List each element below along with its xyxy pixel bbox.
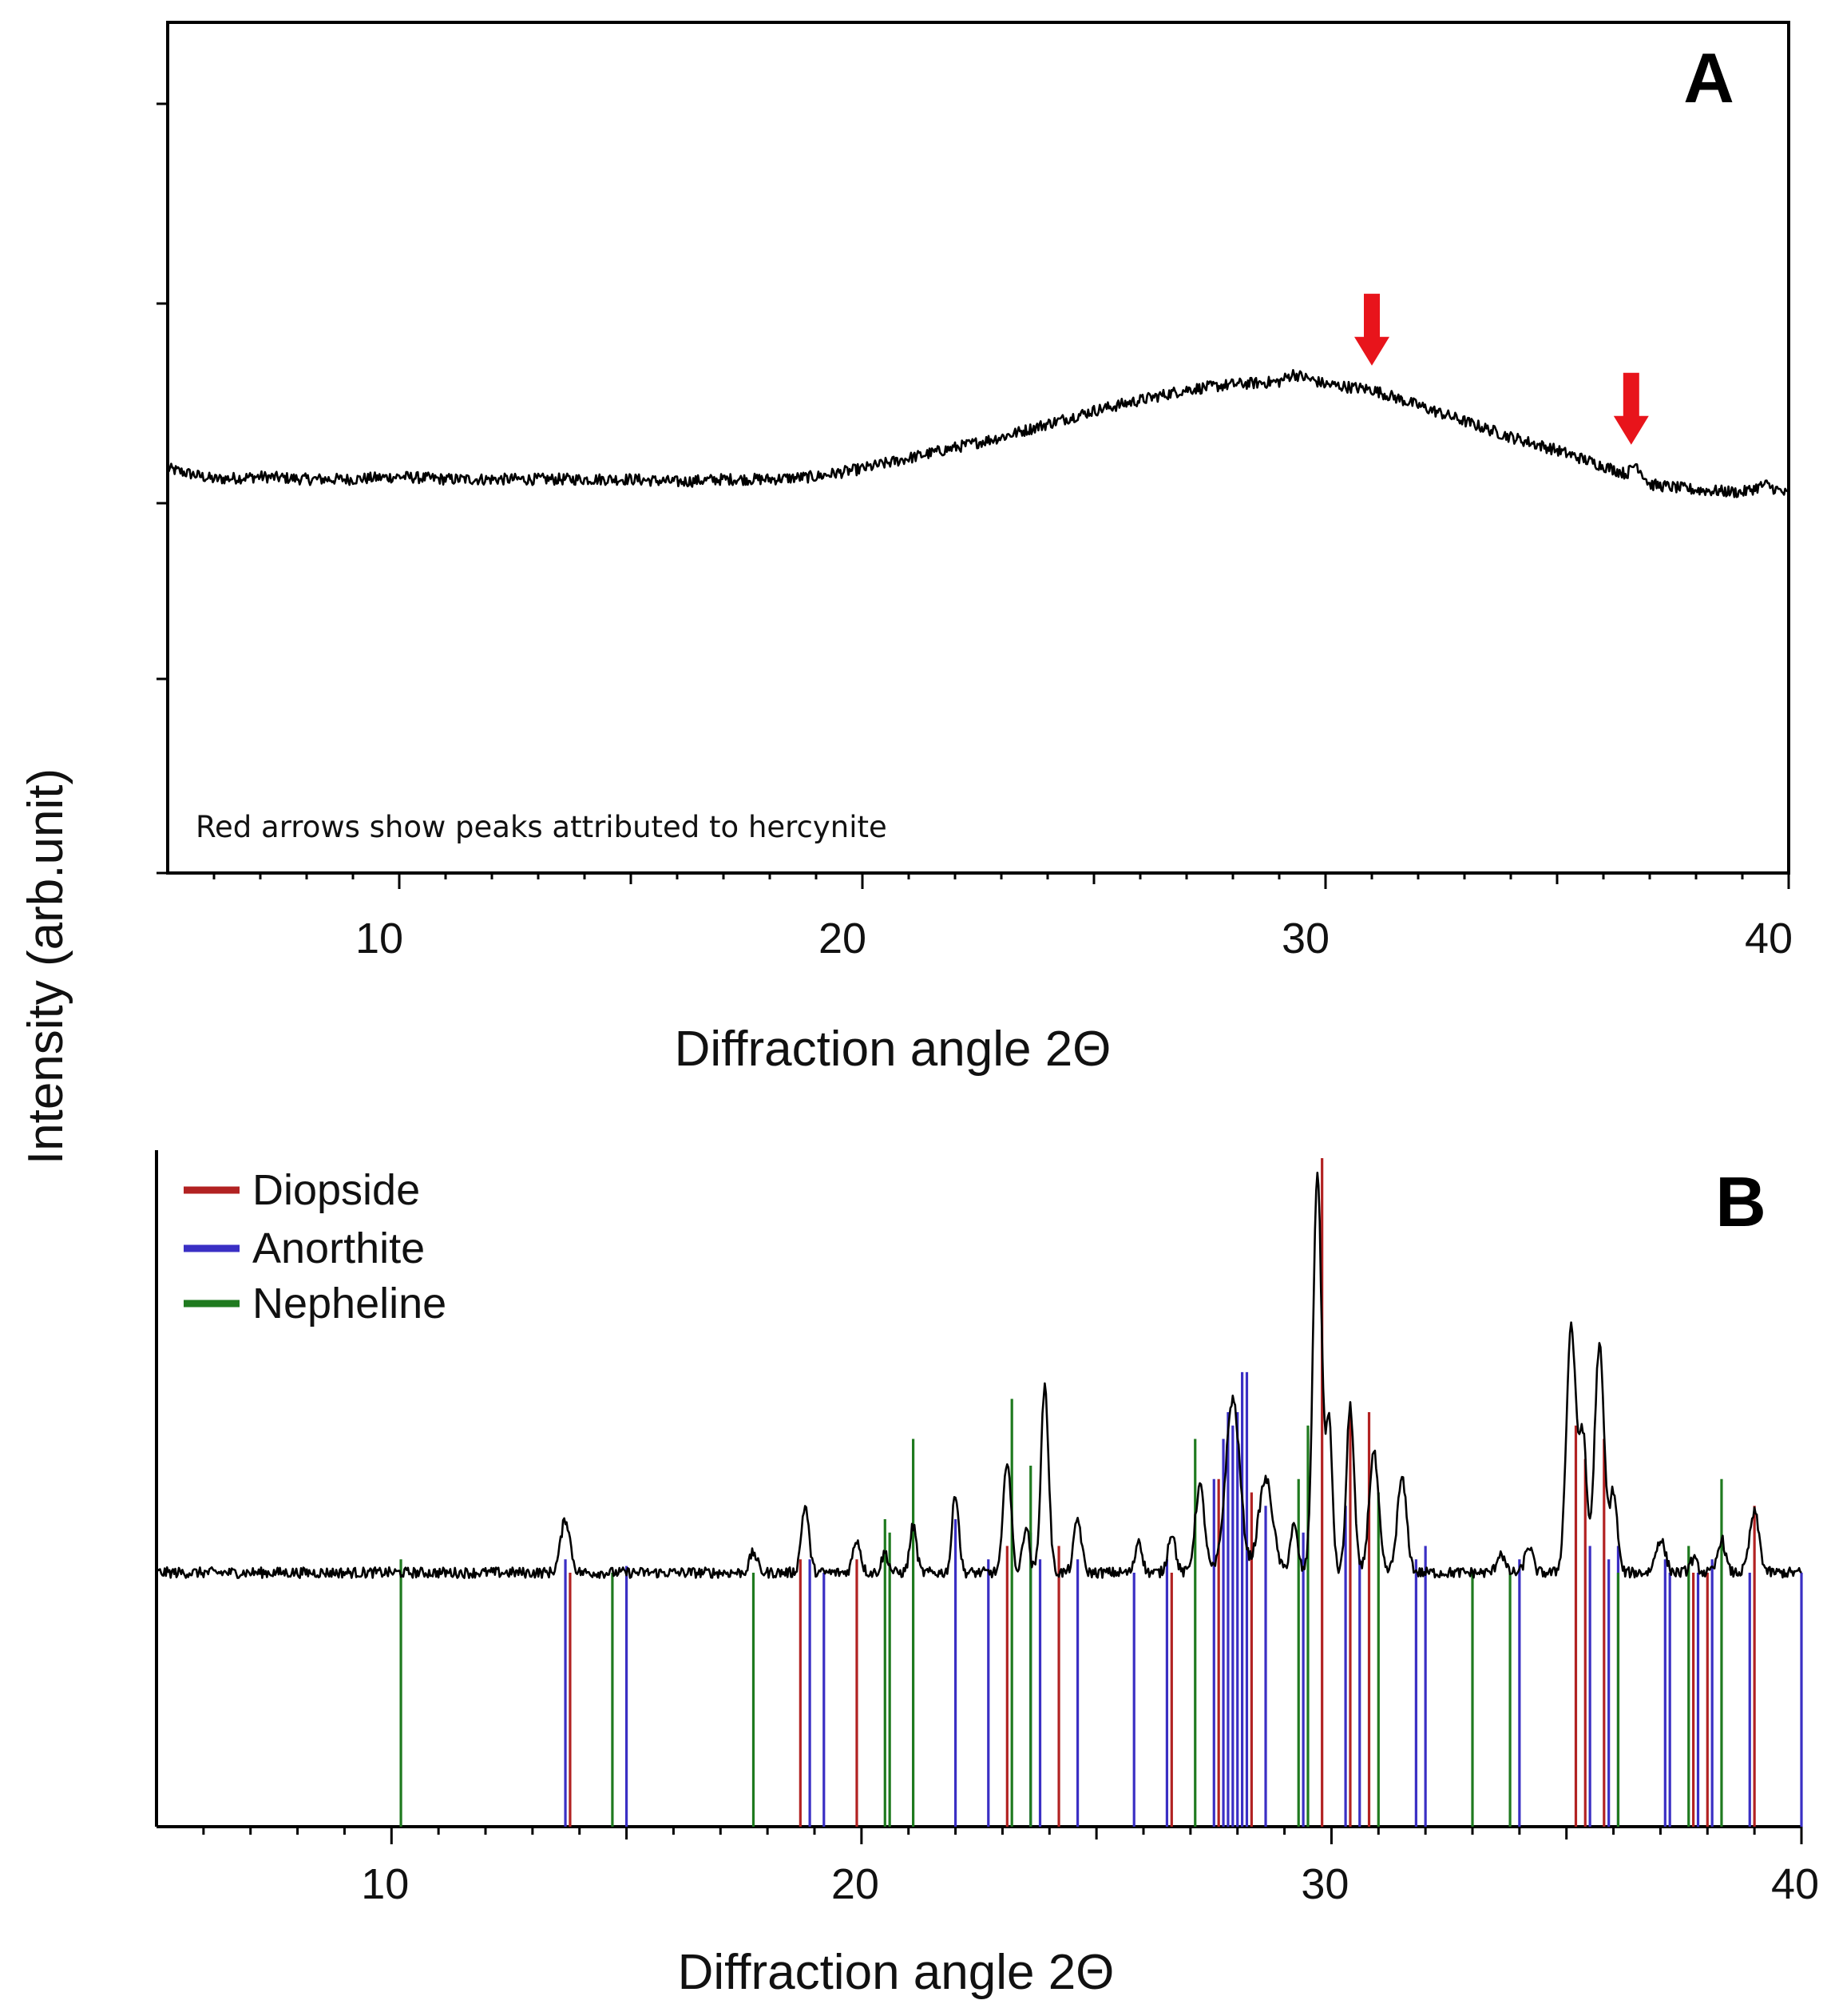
legend-label-anorthite: Anorthite — [252, 1224, 425, 1272]
panel-b-legend: Diopside Anorthite Nepheline — [184, 1166, 446, 1327]
panel-b-x-tick-label: 40 — [1771, 1860, 1819, 1908]
panel-a-letter: A — [1683, 38, 1734, 117]
panel-a-x-tick-label: 20 — [818, 915, 866, 962]
panel-b-reference-lines — [399, 1158, 1803, 1827]
panel-b-series-line — [155, 1171, 1802, 1579]
panel-b-x-tick-label: 30 — [1301, 1860, 1349, 1908]
panel-a-series-line — [166, 369, 1789, 498]
panel-a-chart: 10 20 30 40 A Red arrows show peaks attribu… — [157, 21, 1793, 1077]
panel-b-x-tick-label: 10 — [361, 1860, 409, 1908]
panel-b-x-ticks — [202, 1827, 1803, 1844]
panel-a-x-tick-labels: 10 20 30 40 — [355, 915, 1793, 962]
panel-a-hercynite-arrows — [1354, 293, 1649, 445]
panel-b-x-axis-label: Diffraction angle 2Θ — [678, 1945, 1115, 2000]
panel-b-x-tick-labels: 10 20 30 40 — [361, 1860, 1819, 1908]
legend-label-diopside: Diopside — [252, 1166, 420, 1214]
panel-a-x-tick-label: 40 — [1745, 915, 1793, 962]
panel-a-annotation: Red arrows show peaks attributed to herc… — [196, 810, 887, 844]
panel-b-letter: B — [1715, 1162, 1766, 1241]
hercynite-arrow-icon — [1354, 293, 1389, 366]
panel-a-x-axis-label: Diffraction angle 2Θ — [675, 1022, 1112, 1077]
panel-a-x-tick-label: 10 — [355, 915, 403, 962]
y-axis-label: Intensity (arb.unit) — [18, 768, 73, 1165]
panel-a-x-ticks — [157, 102, 1790, 889]
panel-b-chart: 10 20 30 40 Diopside Anorthite Nepheline B … — [155, 1150, 1819, 2000]
panel-b-x-tick-label: 20 — [831, 1860, 879, 1908]
legend-label-nepheline: Nepheline — [252, 1280, 446, 1327]
hercynite-arrow-icon — [1613, 372, 1649, 445]
panel-a-x-tick-label: 30 — [1282, 915, 1330, 962]
